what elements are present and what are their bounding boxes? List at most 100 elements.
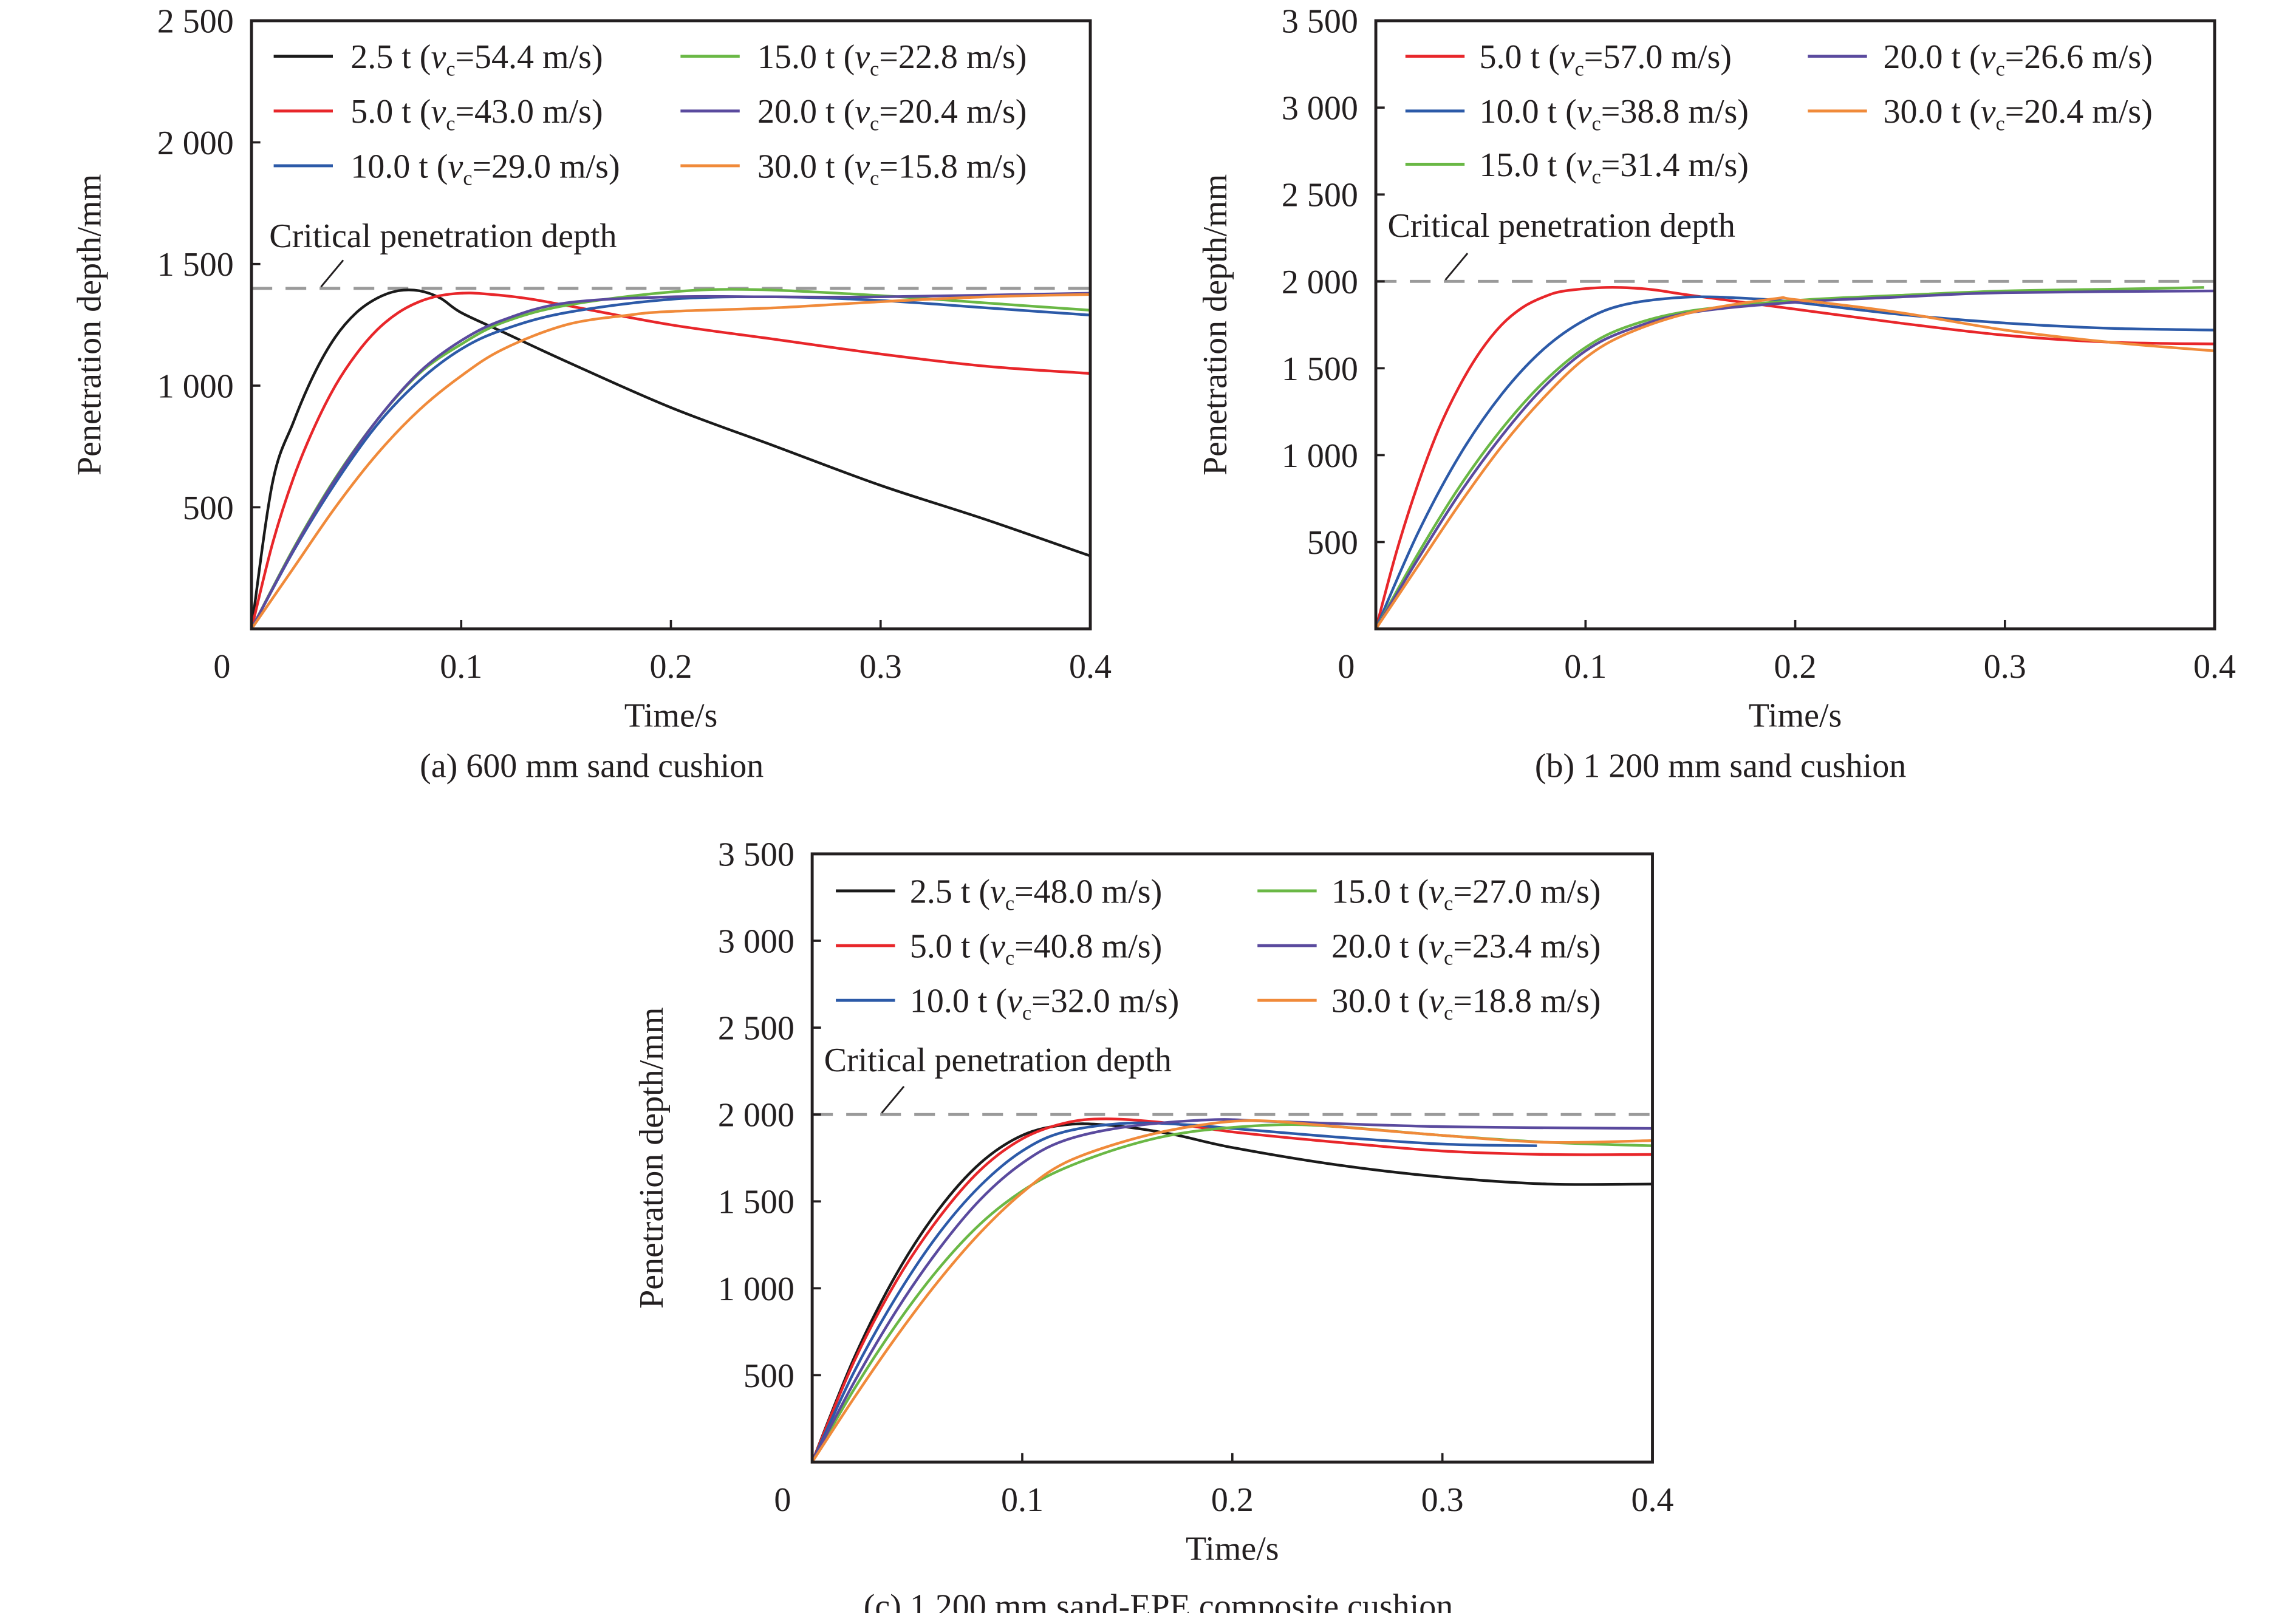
legend-suffix: =54.4 m/s) bbox=[455, 38, 603, 76]
legend-entry: 5.0 t (vc=57.0 m/s) bbox=[1480, 38, 1732, 80]
legend-sub: c bbox=[1592, 112, 1601, 135]
legend-prefix: 10.0 t ( bbox=[1480, 93, 1577, 131]
y-tick-label: 500 bbox=[183, 489, 234, 527]
x-axis-label: Time/s bbox=[1186, 1530, 1279, 1567]
chart-panel-c: Critical penetration depth 2.5 t (vc=48.0… bbox=[633, 836, 1673, 1613]
legend-suffix: =22.8 m/s) bbox=[879, 38, 1027, 76]
legend-var: v bbox=[990, 873, 1005, 910]
critical-depth-label: Critical penetration depth bbox=[824, 1042, 1172, 1079]
x-tick-label: 0.4 bbox=[1069, 648, 1112, 686]
legend-suffix: =23.4 m/s) bbox=[1453, 928, 1601, 966]
legend-entry: 15.0 t (vc=22.8 m/s) bbox=[757, 38, 1027, 80]
legend-prefix: 20.0 t ( bbox=[1331, 928, 1429, 966]
chart-panel-b: Critical penetration depth 5.0 t (vc=57.0… bbox=[1197, 3, 2236, 785]
legend-var: v bbox=[1577, 93, 1592, 131]
x-axis-label: Time/s bbox=[1749, 697, 1842, 734]
series-line-200t bbox=[250, 292, 1091, 630]
legend-entry: 30.0 t (vc=20.4 m/s) bbox=[1883, 93, 2152, 135]
x-tick-label: 0 bbox=[213, 648, 230, 686]
legend-sub: c bbox=[1575, 58, 1584, 80]
legend-entry: 2.5 t (vc=54.4 m/s) bbox=[350, 38, 603, 80]
critical-depth-leader-line bbox=[320, 259, 344, 288]
legend-prefix: 30.0 t ( bbox=[757, 148, 855, 185]
series-line-100t bbox=[1375, 295, 2215, 630]
legend-prefix: 15.0 t ( bbox=[1480, 146, 1577, 184]
y-tick-label: 2 500 bbox=[157, 3, 234, 41]
legend-sub: c bbox=[1005, 947, 1014, 970]
y-tick-label: 1 000 bbox=[157, 367, 234, 405]
legend-suffix: =20.4 m/s) bbox=[2005, 93, 2153, 131]
x-tick-label: 0 bbox=[1338, 648, 1355, 686]
y-tick-label: 2 000 bbox=[718, 1097, 794, 1134]
legend-suffix: =26.6 m/s) bbox=[2005, 38, 2153, 76]
legend-var: v bbox=[1577, 146, 1592, 184]
y-tick-label: 500 bbox=[1307, 524, 1358, 562]
legend-sub: c bbox=[1444, 893, 1453, 915]
legend-entry: 2.5 t (vc=48.0 m/s) bbox=[910, 873, 1162, 915]
legend-entry: 15.0 t (vc=31.4 m/s) bbox=[1480, 146, 1749, 188]
legend-entry: 20.0 t (vc=20.4 m/s) bbox=[757, 93, 1027, 135]
legend-suffix: =40.8 m/s) bbox=[1014, 928, 1162, 966]
series-line-25t bbox=[250, 288, 1091, 629]
legend-sub: c bbox=[870, 112, 879, 135]
legend-sub: c bbox=[446, 112, 455, 135]
legend-suffix: =20.4 m/s) bbox=[879, 93, 1027, 131]
series-line-100t bbox=[250, 295, 1091, 630]
legend-prefix: 20.0 t ( bbox=[757, 93, 855, 131]
legend-sub: c bbox=[1005, 893, 1014, 915]
x-tick-label: 0.4 bbox=[2193, 648, 2236, 686]
legend-var: v bbox=[1560, 38, 1575, 76]
series-line-300t bbox=[250, 293, 1091, 630]
x-tick-label: 0.2 bbox=[1211, 1481, 1254, 1519]
legend-entry: 20.0 t (vc=23.4 m/s) bbox=[1331, 928, 1601, 970]
legend-var: v bbox=[1007, 983, 1022, 1020]
series-line-50t bbox=[1374, 286, 2215, 630]
legend-suffix: =43.0 m/s) bbox=[455, 93, 603, 131]
legend-prefix: 15.0 t ( bbox=[1331, 873, 1429, 910]
y-tick-label: 3 500 bbox=[718, 836, 794, 873]
y-tick-label: 3 500 bbox=[1282, 3, 1358, 41]
critical-depth-label: Critical penetration depth bbox=[1388, 207, 1735, 245]
series-line-50t bbox=[811, 1117, 1653, 1463]
panel-caption: (b) 1 200 mm sand cushion bbox=[1535, 747, 1906, 785]
legend-prefix: 2.5 t ( bbox=[350, 38, 431, 76]
critical-depth-leader-line bbox=[881, 1085, 905, 1114]
legend-prefix: 15.0 t ( bbox=[757, 38, 855, 76]
legend-var: v bbox=[1429, 983, 1444, 1020]
y-tick-label: 1 000 bbox=[718, 1270, 794, 1308]
legend-suffix: =15.8 m/s) bbox=[879, 148, 1027, 185]
legend-entry: 15.0 t (vc=27.0 m/s) bbox=[1331, 873, 1601, 915]
x-tick-label: 0.1 bbox=[1001, 1481, 1044, 1519]
x-tick-label: 0.2 bbox=[650, 648, 692, 686]
legend-var: v bbox=[990, 928, 1005, 966]
y-axis-label: Penetration depth/mm bbox=[1197, 174, 1234, 476]
legend-suffix: =18.8 m/s) bbox=[1453, 983, 1601, 1020]
legend-sub: c bbox=[463, 168, 472, 190]
x-tick-label: 0.1 bbox=[1564, 648, 1607, 686]
legend-var: v bbox=[1981, 38, 1996, 76]
legend-entry: 10.0 t (vc=29.0 m/s) bbox=[350, 148, 620, 189]
legend-prefix: 10.0 t ( bbox=[350, 148, 448, 185]
series-line-300t bbox=[811, 1119, 1653, 1463]
legend-entry: 10.0 t (vc=32.0 m/s) bbox=[910, 983, 1179, 1025]
legend-sub: c bbox=[1996, 58, 2005, 80]
y-tick-label: 2 500 bbox=[718, 1010, 794, 1048]
x-tick-label: 0.1 bbox=[440, 648, 482, 686]
legend-var: v bbox=[855, 38, 870, 76]
legend-prefix: 5.0 t ( bbox=[910, 928, 990, 966]
y-axis-label: Penetration depth/mm bbox=[633, 1008, 671, 1309]
legend-var: v bbox=[431, 93, 446, 131]
x-tick-label: 0.4 bbox=[1631, 1481, 1674, 1519]
series-line-25t bbox=[811, 1122, 1653, 1463]
series-line-150t bbox=[250, 288, 1091, 630]
y-tick-label: 500 bbox=[743, 1357, 794, 1395]
y-tick-label: 1 500 bbox=[1282, 350, 1358, 388]
legend-prefix: 5.0 t ( bbox=[1480, 38, 1560, 76]
legend-sub: c bbox=[1996, 112, 2005, 135]
legend-entry: 5.0 t (vc=43.0 m/s) bbox=[350, 93, 603, 135]
legend-suffix: =31.4 m/s) bbox=[1601, 146, 1749, 184]
x-tick-label: 0.3 bbox=[1984, 648, 2026, 686]
y-tick-label: 2 000 bbox=[1282, 264, 1358, 301]
legend-entry: 30.0 t (vc=18.8 m/s) bbox=[1331, 983, 1601, 1025]
